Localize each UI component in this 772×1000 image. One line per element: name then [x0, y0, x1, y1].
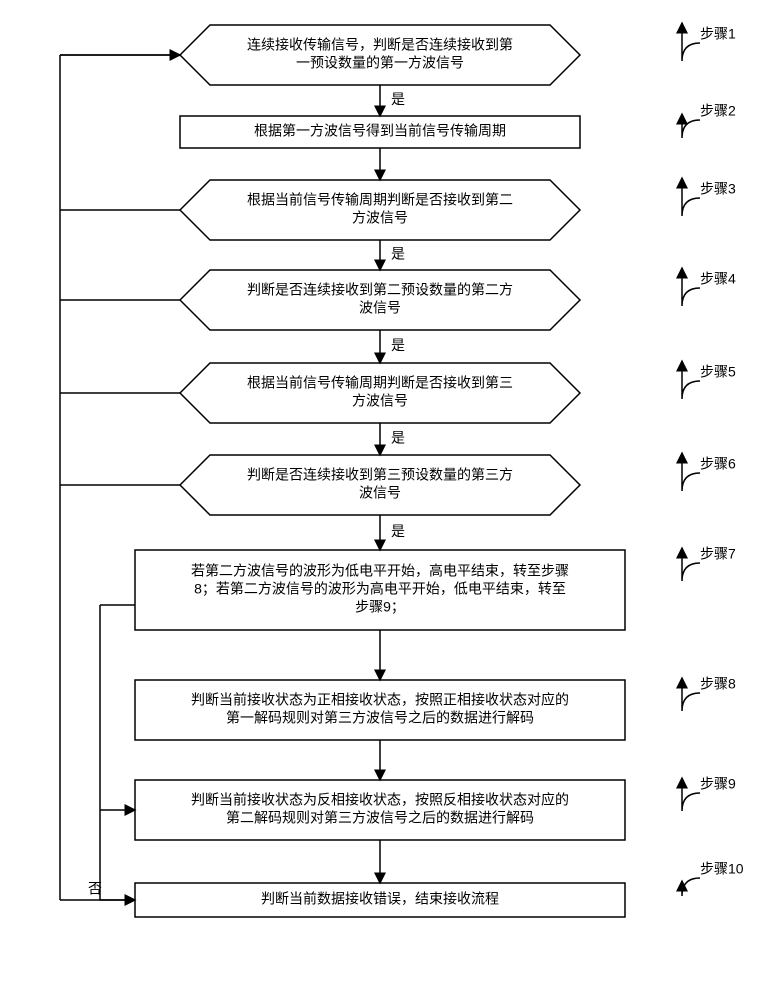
node-text: 根据当前信号传输周期判断是否接收到第二: [247, 192, 513, 208]
node-text: 判断当前接收状态为反相接收状态，按照反相接收状态对应的: [191, 792, 569, 808]
node-text: 根据第一方波信号得到当前信号传输周期: [254, 123, 506, 139]
step-label: 步骤1: [700, 26, 736, 42]
step-label: 步骤10: [700, 861, 744, 877]
step-label: 步骤3: [700, 181, 736, 197]
step-label: 步骤7: [700, 546, 736, 562]
node-s5: 根据当前信号传输周期判断是否接收到第三方波信号 步骤5: [180, 361, 736, 423]
step-hook: [682, 361, 700, 399]
step-hook: [682, 878, 700, 896]
node-s7: 若第二方波信号的波形为低电平开始，高电平结束，转至步骤 8；若第二方波信号的波形为…: [135, 546, 736, 630]
step-hook: [682, 778, 700, 811]
node-s8: 判断当前接收状态为正相接收状态，按照正相接收状态对应的第一解码规则对第三方波信号…: [135, 676, 736, 740]
node-text: 方波信号: [352, 393, 408, 409]
node-s4: 判断是否连续接收到第二预设数量的第二方波信号 步骤4: [180, 268, 736, 330]
step-label: 步骤5: [700, 364, 736, 380]
node-s6: 判断是否连续接收到第三预设数量的第三方波信号 步骤6: [180, 453, 736, 515]
step-label: 步骤9: [700, 776, 736, 792]
node-s2: 根据第一方波信号得到当前信号传输周期 步骤2: [180, 103, 736, 148]
node-text: 第一解码规则对第三方波信号之后的数据进行解码: [226, 710, 534, 726]
step-hook: [682, 114, 700, 138]
node-s10: 判断当前数据接收错误，结束接收流程 步骤10: [135, 861, 744, 917]
step-label: 步骤6: [700, 456, 736, 472]
node-text: 判断当前数据接收错误，结束接收流程: [261, 891, 499, 907]
step-label: 步骤2: [700, 103, 736, 119]
node-text: 8；若第二方波信号的波形为高电平开始，低电平结束，转至: [194, 581, 566, 598]
step-hook: [682, 178, 700, 216]
node-s1: 连续接收传输信号，判断是否连续接收到第一预设数量的第一方波信号 步骤1: [180, 23, 736, 85]
node-text: 判断是否连续接收到第二预设数量的第二方: [247, 282, 513, 298]
node-text: 方波信号: [352, 210, 408, 226]
node-text: 第二解码规则对第三方波信号之后的数据进行解码: [226, 810, 534, 826]
edge-label: 是: [391, 430, 405, 446]
step-hook: [682, 678, 700, 711]
edge-label: 是: [391, 337, 405, 353]
step-hook: [682, 23, 700, 61]
node-text: 波信号: [359, 485, 401, 501]
step-hook: [682, 548, 700, 581]
node-text: 一预设数量的第一方波信号: [296, 55, 464, 71]
edge-label: 是: [391, 246, 405, 262]
node-text: 判断当前接收状态为正相接收状态，按照正相接收状态对应的: [191, 692, 569, 708]
node-text: 连续接收传输信号，判断是否连续接收到第: [247, 37, 513, 53]
node-s3: 根据当前信号传输周期判断是否接收到第二方波信号 步骤3: [180, 178, 736, 240]
step-label: 步骤8: [700, 676, 736, 692]
edge-label: 是: [391, 91, 405, 107]
step-label: 步骤4: [700, 271, 736, 287]
step-hook: [682, 268, 700, 306]
step-hook: [682, 453, 700, 491]
node-text: 若第二方波信号的波形为低电平开始，高电平结束，转至步骤: [191, 563, 569, 579]
node-text: 判断是否连续接收到第三预设数量的第三方: [247, 467, 513, 483]
node-s9: 判断当前接收状态为反相接收状态，按照反相接收状态对应的第二解码规则对第三方波信号…: [135, 776, 736, 840]
edge-label: 是: [391, 523, 405, 539]
node-text: 波信号: [359, 300, 401, 316]
node-text: 步骤9；: [355, 599, 405, 616]
node-text: 根据当前信号传输周期判断是否接收到第三: [247, 375, 513, 391]
